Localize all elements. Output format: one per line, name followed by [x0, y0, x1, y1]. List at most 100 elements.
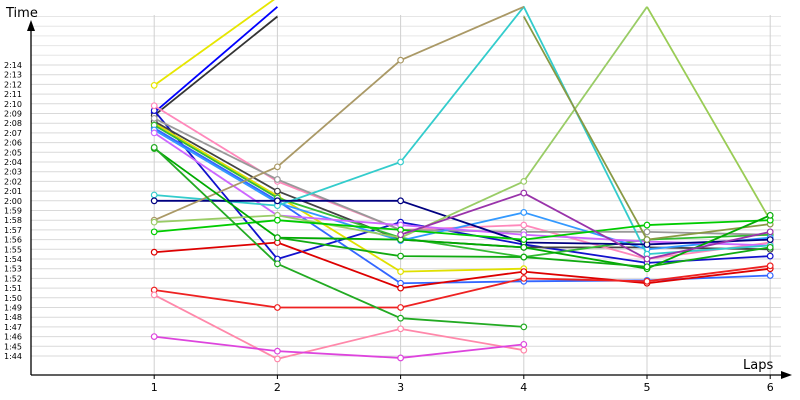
data-point: [520, 177, 528, 185]
series-22: [150, 262, 774, 311]
y-tick-label: 2:07: [4, 129, 22, 138]
data-point: [274, 234, 281, 242]
y-tick-label: 1:47: [4, 323, 22, 332]
series-24: [274, 234, 774, 271]
series-line: [153, 127, 771, 285]
data-point: [643, 263, 651, 271]
data-point: [397, 284, 405, 292]
data-point: [150, 81, 158, 89]
series-line: [153, 147, 771, 270]
series-line: [153, 129, 771, 251]
series-line: [153, 132, 771, 247]
data-point: [520, 221, 528, 229]
series-line: [154, 335, 524, 359]
x-tick-label: 1: [151, 381, 158, 394]
series-27: [150, 333, 528, 362]
y-tick-label: 2:11: [4, 90, 22, 99]
y-tick-label: 2:06: [4, 139, 22, 148]
data-point: [766, 272, 774, 279]
data-point: [520, 209, 528, 216]
series-15: [150, 5, 525, 224]
series-line: [153, 146, 524, 328]
series-1: [150, 0, 275, 89]
data-point: [150, 333, 158, 341]
y-tick-label: 1:56: [4, 236, 22, 245]
y-tick-label: 1:54: [4, 255, 22, 264]
y-tick-label: 1:52: [4, 274, 22, 283]
series-18: [646, 6, 774, 224]
data-point: [766, 211, 774, 219]
series-line: [153, 294, 524, 360]
y-tick-label: 1:53: [4, 265, 22, 274]
y-tick-label: 2:02: [4, 177, 22, 186]
y-tick-label: 1:48: [4, 313, 22, 322]
series-line: [153, 6, 278, 114]
y-tick-label: 1:57: [4, 226, 22, 235]
y-tick-label: 1:55: [4, 245, 22, 254]
grid-lines: [31, 15, 781, 375]
data-point: [397, 231, 405, 239]
x-tick-label: 6: [767, 381, 774, 394]
y-tick-label: 1:44: [4, 352, 22, 361]
y-tick-label: 2:10: [4, 100, 22, 109]
y-tick-label: 2:03: [4, 168, 22, 177]
data-point: [150, 102, 158, 110]
series-line: [154, 199, 771, 246]
data-point: [397, 304, 405, 311]
data-point: [274, 304, 281, 311]
series-23: [150, 144, 528, 331]
data-point: [397, 354, 405, 362]
data-point: [520, 340, 528, 348]
data-point: [397, 252, 405, 260]
series-2: [150, 6, 278, 116]
y-tick-label: 2:00: [4, 197, 22, 206]
data-point: [643, 228, 651, 236]
data-point: [150, 218, 158, 226]
data-point: [520, 346, 528, 354]
data-point: [274, 347, 281, 355]
data-point: [766, 262, 774, 270]
y-tick-label: 1:45: [4, 342, 22, 351]
x-tick-label: 4: [520, 381, 527, 394]
x-tick-labels: 1 2 3 4 5 6: [151, 375, 774, 394]
x-tick-label: 2: [274, 381, 281, 394]
data-point: [274, 197, 281, 205]
data-point: [150, 291, 158, 299]
y-tick-label: 1:58: [4, 216, 22, 225]
y-tick-label: 1:46: [4, 333, 22, 342]
data-point: [150, 248, 158, 256]
series-12: [150, 129, 774, 249]
series-14: [150, 197, 774, 248]
series-line: [153, 110, 771, 264]
data-point: [520, 243, 528, 251]
series-group: [150, 0, 774, 363]
data-point: [397, 268, 405, 276]
x-tick-label: 5: [644, 381, 651, 394]
data-point: [150, 129, 158, 137]
data-point: [150, 144, 158, 151]
data-point: [397, 314, 405, 322]
y-tick-label: 2:13: [4, 71, 22, 80]
series-25: [397, 189, 774, 263]
y-tick-label: 2:09: [4, 110, 22, 119]
series-26: [150, 291, 528, 363]
axes: Time Laps: [5, 6, 792, 379]
data-point: [397, 197, 405, 205]
y-tick-label: 2:14: [4, 61, 22, 70]
series-line: [400, 192, 771, 260]
data-point: [766, 252, 774, 260]
data-point: [397, 158, 405, 166]
data-point: [520, 275, 528, 282]
y-axis-arrow: [27, 20, 35, 31]
series-3: [150, 15, 278, 119]
data-point: [274, 187, 281, 195]
data-point: [150, 114, 158, 122]
y-tick-label: 2:01: [4, 187, 22, 196]
data-point: [520, 236, 528, 244]
y-tick-label: 2:04: [4, 158, 22, 167]
data-point: [274, 163, 281, 171]
data-point: [150, 197, 158, 205]
data-point: [520, 189, 528, 197]
series-line: [153, 117, 771, 236]
data-point: [643, 277, 651, 285]
